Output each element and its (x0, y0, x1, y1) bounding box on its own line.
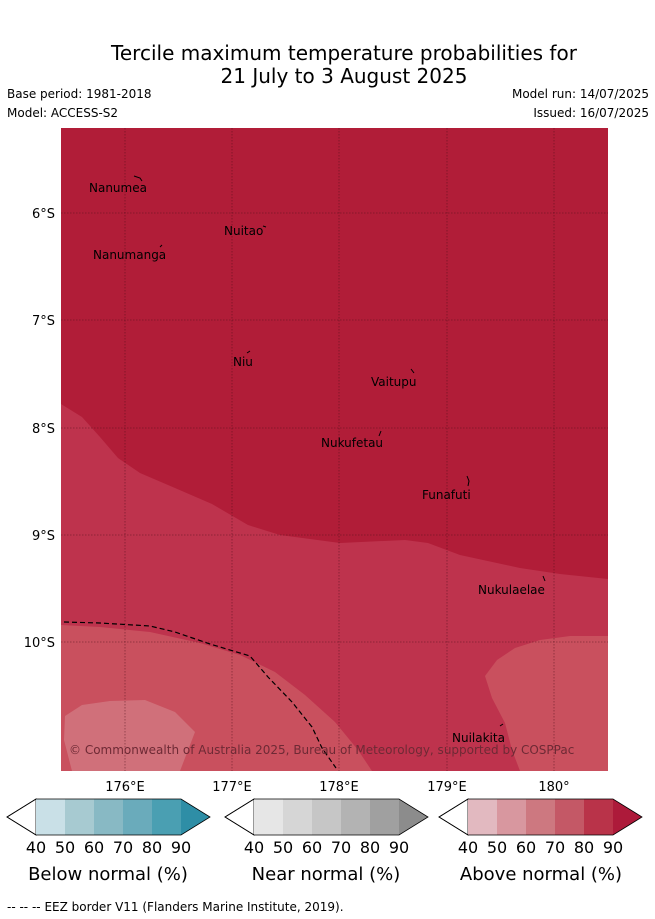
island-funafuti (466, 475, 470, 487)
issued-text: Issued: 16/07/2025 (533, 106, 649, 120)
island-niu (246, 350, 251, 354)
legend-below-max-triangle (181, 799, 210, 835)
legend-near-max-triangle (399, 799, 428, 835)
longitude-labels: 176°E 177°E 178°E 179°E 180° (105, 780, 569, 795)
legend-above-min-triangle (438, 798, 469, 836)
legend-above-tick-80: 80 (574, 838, 594, 857)
place-label-funafuti: Funafuti (422, 488, 471, 502)
island-nukufetau (378, 430, 382, 437)
legend-below-tick-80: 80 (142, 838, 162, 857)
legend-near-title: Near normal (%) (252, 864, 401, 885)
legend-near-tick-80: 80 (360, 838, 380, 857)
legend-below-normal: 40 50 60 70 80 90 Below normal (%) (6, 798, 211, 885)
model-text: Model: ACCESS-S2 (7, 106, 119, 120)
probability-above-70-region-east (485, 636, 608, 771)
place-labels: Nanumea Nuitao Nanumanga Niu Vaitupu Nuk… (89, 181, 545, 745)
island-vaitupu (410, 368, 415, 374)
lon-label-176e: 176°E (105, 780, 145, 795)
legend-below-tick-40: 40 (26, 838, 46, 857)
legend-above-title: Above normal (%) (460, 864, 622, 885)
legend-above-tick-90: 90 (603, 838, 623, 857)
legend-near-tick-70: 70 (331, 838, 351, 857)
legend-above-swatch-60 (526, 799, 555, 835)
legend-near-swatch-40 (254, 799, 283, 835)
island-nuitao (262, 225, 267, 228)
lat-label-9s: 9°S (32, 529, 55, 544)
legend-near-tick-60: 60 (302, 838, 322, 857)
eez-footnote: -- -- -- EEZ border V11 (Flanders Marine… (7, 900, 344, 914)
legend-above-outline (438, 798, 643, 836)
lon-label-178e: 178°E (319, 780, 359, 795)
island-nukulaelae (542, 575, 546, 582)
legend-below-tick-50: 50 (55, 838, 75, 857)
islands (133, 175, 546, 727)
legend-below-min-triangle (6, 798, 37, 836)
legend-below-outline (6, 798, 211, 836)
legend-near-outline (224, 798, 429, 836)
legend-above-normal: 40 50 60 70 80 90 Above normal (%) (438, 798, 643, 885)
lon-label-180: 180° (538, 780, 569, 795)
copyright-text: © Commonwealth of Australia 2025, Bureau… (69, 743, 574, 757)
legend-near-tick-40: 40 (244, 838, 264, 857)
legend-below-title: Below normal (%) (28, 864, 188, 885)
place-label-nuitao: Nuitao (224, 224, 263, 238)
legend-near-min-triangle (224, 798, 255, 836)
lon-label-179e: 179°E (427, 780, 467, 795)
legend-near-tick-90: 90 (389, 838, 409, 857)
lat-label-8s: 8°S (32, 422, 55, 437)
island-nanumea (133, 175, 143, 182)
legend-above-tick-50: 50 (487, 838, 507, 857)
map-title: Tercile maximum temperature probabilitie… (0, 42, 655, 88)
legend-below-tick-60: 60 (84, 838, 104, 857)
legend-below-tick-70: 70 (113, 838, 133, 857)
title-line-1: Tercile maximum temperature probabilitie… (111, 41, 577, 65)
place-label-nukufetau: Nukufetau (321, 436, 383, 450)
legend-near-swatch-70 (341, 799, 370, 835)
legend-below-swatch-80 (152, 799, 181, 835)
lat-label-10s: 10°S (24, 636, 55, 651)
legend-above-tick-40: 40 (458, 838, 478, 857)
legend-below-swatch-60 (94, 799, 123, 835)
legend-above-swatch-40 (468, 799, 497, 835)
eez-footnote-text: EEZ border V11 (Flanders Marine Institut… (44, 900, 344, 914)
island-nuilakita (499, 723, 504, 727)
lat-label-7s: 7°S (32, 314, 55, 329)
base-period-text: Base period: 1981-2018 (7, 87, 152, 101)
model-run-text: Model run: 14/07/2025 (511, 87, 649, 101)
legend-above-tick-70: 70 (545, 838, 565, 857)
eez-border-line (63, 621, 337, 769)
lon-label-177e: 177°E (212, 780, 252, 795)
lat-label-6s: 6°S (32, 207, 55, 222)
legend-below-swatch-50 (65, 799, 94, 835)
title-line-2: 21 July to 3 August 2025 (220, 64, 468, 88)
graticule (61, 128, 608, 771)
legend-above-swatch-70 (555, 799, 584, 835)
legend-below-swatch-70 (123, 799, 152, 835)
place-label-niu: Niu (233, 355, 253, 369)
legend-near-swatch-80 (370, 799, 399, 835)
probability-above-60-region (64, 700, 195, 771)
place-label-nanumanga: Nanumanga (93, 248, 166, 262)
legend-above-max-triangle (613, 799, 642, 835)
legend-below-tick-90: 90 (171, 838, 191, 857)
legend-near-swatch-60 (312, 799, 341, 835)
legend-above-swatch-80 (584, 799, 613, 835)
place-label-nukulaelae: Nukulaelae (478, 583, 545, 597)
place-label-nanumea: Nanumea (89, 181, 147, 195)
legend-near-normal: 40 50 60 70 80 90 Near normal (%) (224, 798, 429, 885)
latitude-labels: 6°S 7°S 8°S 9°S 10°S (24, 207, 55, 651)
place-label-nuilakita: Nuilakita (452, 731, 505, 745)
place-label-vaitupu: Vaitupu (371, 375, 417, 389)
legend-near-swatch-50 (283, 799, 312, 835)
legend-above-tick-60: 60 (516, 838, 536, 857)
legend-below-swatch-40 (36, 799, 65, 835)
legend-above-swatch-50 (497, 799, 526, 835)
eez-marker: -- -- -- (7, 900, 41, 914)
island-nanumanga (159, 244, 163, 248)
legend-near-tick-50: 50 (273, 838, 293, 857)
